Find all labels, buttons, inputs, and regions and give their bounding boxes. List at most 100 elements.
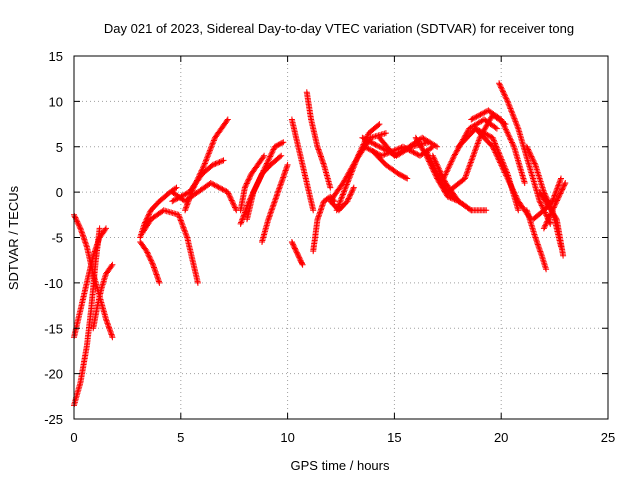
data-point-marker (432, 158, 439, 165)
data-point-marker (224, 116, 231, 123)
data-point-marker (384, 150, 391, 157)
data-point-marker (377, 144, 384, 151)
data-point-marker (181, 191, 188, 198)
data-point-marker (406, 147, 413, 154)
data-point-marker (561, 181, 568, 188)
data-point-marker (200, 164, 206, 171)
data-point-marker (497, 83, 504, 89)
data-point-marker (220, 187, 227, 193)
data-point-marker (284, 161, 291, 168)
data-point-marker (430, 154, 437, 161)
data-point-marker (220, 157, 227, 164)
data-point-marker (334, 205, 341, 212)
data-point-marker (73, 217, 80, 224)
data-point-marker (201, 161, 208, 168)
data-point-marker (544, 218, 551, 225)
data-point-marker (263, 160, 270, 167)
data-point-marker (405, 146, 412, 153)
data-point-marker (382, 130, 389, 137)
data-point-marker (552, 200, 559, 207)
x-tick-label: 15 (387, 430, 401, 445)
data-point-marker (202, 159, 209, 165)
y-tick-label: -5 (51, 231, 63, 246)
data-point-marker (230, 201, 237, 208)
data-point-marker (238, 219, 245, 226)
data-point-marker (545, 215, 552, 222)
series-arc-39 (536, 189, 567, 259)
data-point-marker (338, 195, 345, 202)
data-point-marker (485, 132, 492, 139)
data-point-marker (527, 150, 534, 157)
data-point-marker (310, 207, 317, 214)
data-point-marker (391, 147, 398, 154)
data-point-marker (96, 225, 103, 232)
data-point-marker (243, 180, 250, 187)
data-point-marker (171, 196, 178, 203)
data-point-marker (423, 148, 430, 155)
data-point-marker (443, 168, 450, 175)
data-point-marker (299, 260, 305, 267)
data-point-marker (346, 194, 353, 201)
data-point-marker (181, 227, 188, 234)
data-point-marker (403, 145, 410, 152)
data-point-marker (246, 175, 253, 182)
data-point-marker (210, 181, 217, 188)
data-point-marker (250, 189, 257, 196)
data-point-marker (472, 114, 479, 121)
data-point-marker (480, 110, 487, 117)
data-point-marker (369, 140, 376, 147)
data-point-marker (487, 133, 493, 140)
data-point-marker (222, 187, 229, 194)
data-point-marker (497, 159, 504, 166)
data-point-marker (483, 207, 490, 214)
series-arc-37 (523, 207, 550, 273)
data-point-marker (178, 218, 185, 225)
data-point-marker (256, 175, 263, 182)
data-point-marker (173, 184, 180, 191)
data-point-marker (257, 174, 264, 181)
data-point-marker (499, 163, 506, 170)
data-point-marker (254, 181, 260, 188)
data-point-marker (513, 121, 520, 128)
data-point-marker (239, 215, 246, 222)
data-point-marker (556, 191, 563, 198)
data-point-marker (371, 141, 378, 147)
data-point-marker (438, 180, 445, 186)
data-point-marker (404, 175, 411, 182)
data-point-marker (553, 198, 560, 205)
data-point-marker (364, 145, 371, 152)
data-point-marker (511, 189, 518, 196)
data-point-marker (288, 239, 295, 245)
data-point-marker (146, 211, 152, 218)
series-arc-36 (530, 175, 564, 223)
data-point-marker (474, 113, 481, 119)
data-point-marker (441, 174, 448, 181)
data-point-marker (505, 176, 512, 183)
data-point-marker (409, 148, 416, 155)
data-point-marker (293, 249, 300, 256)
data-point-marker (537, 199, 544, 206)
data-point-marker (375, 122, 382, 129)
data-point-marker (501, 123, 508, 130)
series-arc-17 (288, 239, 306, 268)
data-point-marker (543, 219, 550, 226)
data-point-marker (433, 160, 440, 166)
data-point-marker (407, 147, 414, 154)
data-point-marker (183, 190, 190, 197)
data-point-marker (493, 125, 500, 132)
data-point-marker (551, 203, 558, 210)
data-point-marker (177, 194, 184, 200)
data-point-marker (397, 145, 404, 151)
data-point-marker (546, 214, 553, 221)
y-tick-label: -15 (44, 321, 63, 336)
data-point-marker (500, 88, 506, 95)
data-point-marker (228, 197, 235, 204)
series-arc-10 (169, 157, 227, 205)
data-point-marker (170, 197, 177, 204)
data-point-marker (441, 172, 448, 179)
data-point-marker (223, 117, 230, 124)
data-point-marker (264, 159, 271, 166)
data-point-marker (562, 180, 569, 186)
data-point-marker (509, 139, 515, 146)
y-tick-label: -25 (44, 412, 63, 427)
